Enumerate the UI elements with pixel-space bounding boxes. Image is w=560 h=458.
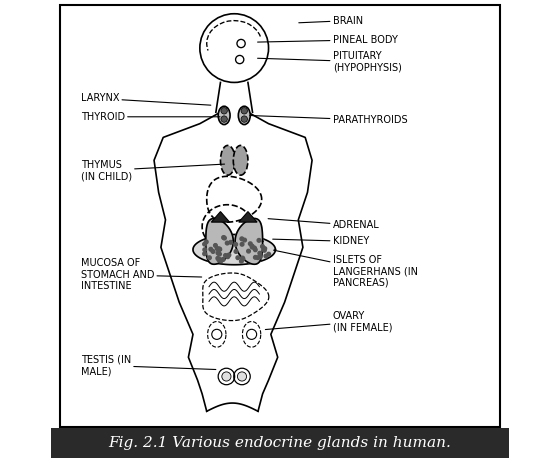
Circle shape [258,251,262,255]
Circle shape [204,240,208,244]
Circle shape [222,372,231,381]
Text: THYMUS
(IN CHILD): THYMUS (IN CHILD) [81,159,225,181]
Circle shape [221,108,227,114]
Circle shape [213,244,217,247]
Circle shape [263,247,267,251]
Circle shape [203,252,207,256]
Circle shape [203,242,207,246]
Circle shape [240,237,244,240]
Circle shape [250,244,254,248]
Circle shape [254,256,257,259]
Circle shape [260,245,264,248]
Circle shape [247,249,250,253]
Text: LARYNX: LARYNX [81,93,211,105]
Circle shape [222,236,226,240]
Text: ADRENAL: ADRENAL [268,218,380,230]
Circle shape [253,246,256,250]
Circle shape [222,236,226,240]
Circle shape [250,245,254,249]
Circle shape [218,247,221,251]
Text: PARATHYROIDS: PARATHYROIDS [250,115,407,125]
Circle shape [234,250,238,253]
Circle shape [221,116,227,122]
Circle shape [225,241,229,245]
Circle shape [217,247,221,251]
Text: ISLETS OF
LANGERHANS (IN
PANCREAS): ISLETS OF LANGERHANS (IN PANCREAS) [274,250,418,288]
Circle shape [216,256,220,260]
FancyBboxPatch shape [51,428,509,458]
Circle shape [256,256,260,260]
Circle shape [234,243,237,246]
Ellipse shape [239,106,250,125]
Text: MUCOSA OF
STOMACH AND
INTESTINE: MUCOSA OF STOMACH AND INTESTINE [81,258,202,291]
Circle shape [241,257,245,261]
Circle shape [242,238,246,242]
Circle shape [223,254,227,257]
Circle shape [240,242,244,246]
Polygon shape [206,218,234,264]
Circle shape [241,256,244,260]
Circle shape [203,248,207,251]
Circle shape [217,258,221,262]
Circle shape [227,253,231,257]
Circle shape [226,255,230,259]
Ellipse shape [221,146,235,175]
Circle shape [249,242,252,245]
Circle shape [218,258,222,262]
Text: THYROID: THYROID [81,112,220,122]
Circle shape [254,248,257,251]
Circle shape [219,259,223,262]
Circle shape [264,254,268,258]
Circle shape [218,248,222,251]
Ellipse shape [218,106,230,125]
Text: Fig. 2.1 Various endocrine glands in human.: Fig. 2.1 Various endocrine glands in hum… [109,436,451,450]
Circle shape [208,256,211,260]
Circle shape [258,255,262,259]
Circle shape [236,256,240,260]
Circle shape [237,372,246,381]
Text: BRAIN: BRAIN [299,16,363,26]
Circle shape [215,247,219,251]
Text: PITUITARY
(HYPOPHYSIS): PITUITARY (HYPOPHYSIS) [258,51,402,73]
Circle shape [241,116,248,122]
Text: KIDNEY: KIDNEY [273,236,369,246]
Circle shape [221,258,225,262]
Polygon shape [193,234,276,265]
Polygon shape [211,212,230,222]
Ellipse shape [234,146,248,175]
Circle shape [229,240,232,244]
Circle shape [240,259,243,263]
Circle shape [209,247,213,251]
Text: OVARY
(IN FEMALE): OVARY (IN FEMALE) [265,311,392,333]
Circle shape [241,108,248,114]
Polygon shape [235,218,263,264]
Circle shape [263,249,266,252]
Circle shape [257,239,261,242]
Circle shape [267,252,270,256]
Text: PINEAL BODY: PINEAL BODY [258,35,398,45]
Circle shape [216,251,220,255]
Text: TESTIS (IN
MALE): TESTIS (IN MALE) [81,354,216,376]
FancyBboxPatch shape [60,5,500,427]
Circle shape [218,252,221,256]
Circle shape [211,250,215,253]
Polygon shape [239,212,257,222]
